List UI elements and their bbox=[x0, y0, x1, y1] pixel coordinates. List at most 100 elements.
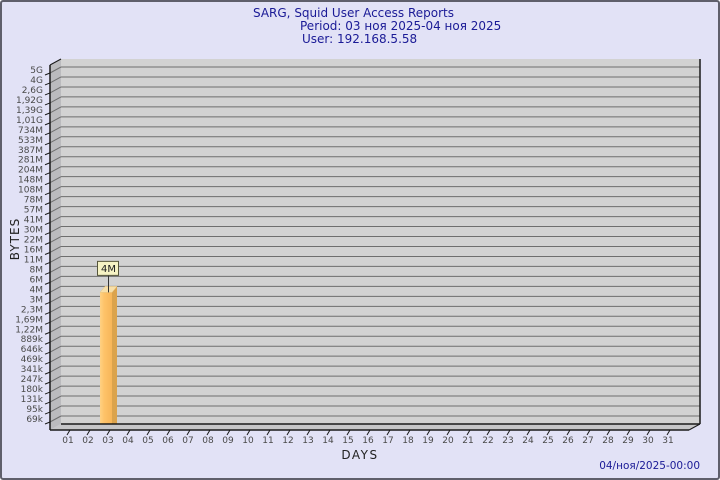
gridline-diagonal bbox=[49, 196, 62, 204]
gridline-diagonal bbox=[49, 275, 62, 283]
y-tick-mark bbox=[44, 252, 51, 255]
y-tick-mark bbox=[44, 102, 51, 106]
x-tick-mark bbox=[486, 429, 491, 436]
x-tick-mark bbox=[546, 429, 551, 436]
gridline-diagonal bbox=[49, 355, 62, 363]
x-tick-label: 18 bbox=[402, 436, 414, 446]
y-tick-label: 2,3M bbox=[21, 305, 43, 315]
y-tick-label: 204M bbox=[18, 166, 43, 176]
gridline-diagonal bbox=[49, 226, 62, 233]
y-tick-mark bbox=[44, 261, 51, 265]
x-tick-mark bbox=[666, 429, 671, 436]
y-tick-mark bbox=[44, 212, 51, 216]
y-tick-mark bbox=[44, 222, 51, 226]
bar-side-face bbox=[112, 286, 117, 424]
y-tick-mark bbox=[44, 202, 51, 206]
gridline-diagonal bbox=[49, 106, 62, 114]
left-side-wall bbox=[50, 59, 61, 430]
generated-timestamp: 04/ноя/2025-00:00 bbox=[599, 460, 700, 472]
x-tick-label: 27 bbox=[582, 436, 593, 446]
x-tick-label: 21 bbox=[462, 436, 473, 446]
x-tick-label: 01 bbox=[62, 436, 73, 446]
x-tick-mark bbox=[526, 429, 531, 436]
x-tick-mark bbox=[626, 429, 631, 436]
x-tick-mark bbox=[506, 429, 511, 436]
x-tick-label: 17 bbox=[382, 436, 393, 446]
y-tick-label: 108M bbox=[18, 186, 43, 196]
y-tick-label: 78M bbox=[24, 196, 43, 206]
x-tick-mark bbox=[466, 429, 471, 436]
x-tick-mark bbox=[106, 429, 111, 436]
x-tick-mark bbox=[646, 429, 651, 436]
x-tick-mark bbox=[606, 429, 611, 436]
y-tick-mark bbox=[44, 341, 51, 345]
bar-value-label: 4M bbox=[101, 264, 116, 275]
x-tick-label: 20 bbox=[442, 436, 454, 446]
y-tick-mark bbox=[44, 311, 51, 315]
x-tick-mark bbox=[66, 429, 71, 436]
x-tick-label: 08 bbox=[202, 436, 214, 446]
x-tick-mark bbox=[346, 429, 351, 436]
gridline-diagonal bbox=[49, 285, 62, 293]
x-tick-label: 02 bbox=[82, 436, 93, 446]
x-axis-ticks: 01 02 03 04 05 06 07 08 09 10 11 12 13 14 15 16 17 18 19 20… bbox=[62, 429, 674, 446]
x-tick-mark bbox=[366, 429, 371, 436]
gridline-diagonal bbox=[49, 216, 62, 224]
gridline-diagonal bbox=[49, 146, 62, 154]
x-tick-mark bbox=[266, 429, 271, 436]
y-tick-label: 1,92G bbox=[16, 96, 43, 106]
y-tick-mark bbox=[44, 381, 51, 385]
y-tick-mark bbox=[44, 331, 51, 335]
y-tick-label: 889k bbox=[21, 335, 44, 345]
x-tick-label: 26 bbox=[562, 436, 574, 446]
y-tick-label: 341k bbox=[21, 365, 44, 375]
y-tick-mark bbox=[44, 182, 51, 186]
gridline-diagonal bbox=[49, 385, 62, 393]
x-tick-mark bbox=[246, 429, 251, 436]
y-tick-mark bbox=[44, 132, 51, 136]
x-tick-label: 14 bbox=[322, 436, 334, 446]
top-left-edge bbox=[49, 58, 62, 66]
gridline-diagonal bbox=[49, 305, 62, 313]
x-tick-label: 03 bbox=[102, 436, 113, 446]
gridline-diagonal bbox=[49, 256, 62, 263]
y-tick-label: 469k bbox=[21, 355, 44, 365]
gridline-diagonal bbox=[49, 156, 62, 164]
gridline-diagonal bbox=[49, 206, 62, 214]
gridline-diagonal bbox=[49, 126, 62, 134]
x-tick-mark bbox=[126, 429, 131, 436]
y-tick-label: 8M bbox=[30, 265, 44, 275]
gridline-diagonal bbox=[49, 415, 62, 423]
y-tick-mark bbox=[44, 351, 51, 355]
y-tick-label: 734M bbox=[18, 126, 43, 136]
x-tick-mark bbox=[86, 429, 91, 436]
y-tick-mark bbox=[44, 291, 51, 295]
x-tick-label: 29 bbox=[622, 436, 634, 446]
plot-gridlines bbox=[49, 66, 700, 423]
y-axis-ticks: 5G4G2,6G1,92G1,39G1,01G734M533M387M281M2… bbox=[15, 66, 51, 425]
y-tick-mark bbox=[44, 361, 51, 365]
chart-user: User: 192.168.5.58 bbox=[302, 32, 418, 46]
y-tick-label: 57M bbox=[24, 206, 43, 216]
x-tick-mark bbox=[446, 429, 451, 436]
y-tick-mark bbox=[44, 162, 51, 166]
y-tick-mark bbox=[44, 172, 51, 176]
gridline-diagonal bbox=[49, 405, 62, 413]
gridline-diagonal bbox=[49, 265, 62, 273]
y-tick-label: 4M bbox=[30, 285, 44, 295]
x-tick-label: 05 bbox=[142, 436, 153, 446]
back-wall bbox=[61, 59, 700, 424]
x-tick-label: 16 bbox=[362, 436, 374, 446]
x-tick-mark bbox=[386, 429, 391, 436]
bar-front-face bbox=[100, 292, 112, 424]
x-tick-mark bbox=[286, 429, 291, 436]
y-tick-mark bbox=[44, 401, 51, 405]
gridline-diagonal bbox=[49, 345, 62, 353]
x-tick-mark bbox=[406, 429, 411, 436]
y-tick-label: 69k bbox=[26, 415, 43, 425]
x-tick-mark bbox=[226, 429, 231, 436]
x-tick-label: 24 bbox=[522, 436, 534, 446]
gridline-diagonal bbox=[49, 335, 62, 343]
